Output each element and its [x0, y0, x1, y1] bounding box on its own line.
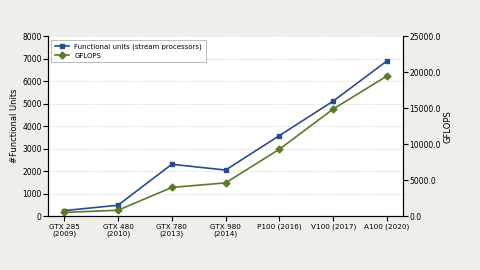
Y-axis label: GFLOPS: GFLOPS: [444, 110, 453, 143]
Line: Functional units (stream processors): Functional units (stream processors): [62, 58, 389, 213]
GFLOPS: [61, 211, 67, 214]
GFLOPS: [169, 186, 175, 189]
Functional units (stream processors): [169, 163, 175, 166]
GFLOPS: [384, 74, 390, 77]
GFLOPS: [276, 148, 282, 151]
Legend: Functional units (stream processors), GFLOPS: Functional units (stream processors), GF…: [51, 40, 205, 62]
Functional units (stream processors): [115, 204, 121, 207]
GFLOPS: [115, 209, 121, 212]
Functional units (stream processors): [223, 168, 228, 172]
Functional units (stream processors): [330, 99, 336, 103]
Y-axis label: #Functional Units: #Functional Units: [11, 89, 20, 163]
Functional units (stream processors): [384, 59, 390, 62]
Functional units (stream processors): [276, 134, 282, 137]
GFLOPS: [330, 107, 336, 111]
GFLOPS: [223, 181, 228, 184]
Line: GFLOPS: GFLOPS: [62, 73, 389, 215]
Functional units (stream processors): [61, 209, 67, 212]
